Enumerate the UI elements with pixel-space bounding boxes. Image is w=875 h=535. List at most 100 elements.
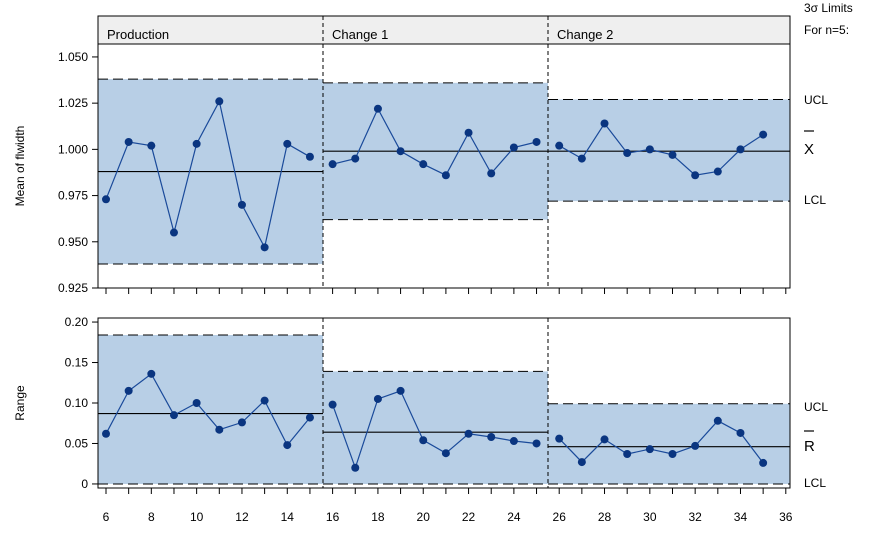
legend-limits-title: 3σ Limits	[804, 1, 853, 15]
data-point	[283, 441, 292, 450]
data-point	[441, 171, 450, 180]
x-tick-label: 14	[281, 510, 295, 524]
y-tick-label: 0.20	[65, 315, 89, 329]
data-point	[147, 369, 156, 378]
data-point	[260, 396, 269, 405]
series-line	[105, 99, 311, 250]
stage-label: Production	[107, 27, 169, 42]
data-point	[373, 394, 382, 403]
x-tick-label: 26	[553, 510, 567, 524]
stage-header-strip	[97, 15, 791, 45]
data-point	[464, 429, 473, 438]
data-point	[623, 450, 632, 458]
y-tick-label: 0.10	[65, 396, 89, 410]
data-series	[102, 97, 768, 472]
data-point	[736, 145, 745, 154]
x-tick-label: 16	[326, 510, 340, 524]
y-axis-label: Mean of flwidth	[13, 126, 27, 207]
x-tick-label: 34	[734, 510, 748, 524]
y-tick-label: 0.15	[65, 356, 89, 370]
data-point	[396, 147, 405, 156]
data-point	[305, 413, 314, 422]
x-tick-label: 24	[507, 510, 521, 524]
x-tick-label: 30	[643, 510, 657, 524]
data-point	[192, 399, 201, 407]
data-point	[124, 137, 133, 146]
x-tick-label: 28	[598, 510, 612, 524]
control-band	[548, 403, 790, 484]
control-band	[548, 99, 790, 202]
x-tick-label: 6	[103, 510, 110, 524]
data-point	[283, 139, 292, 148]
data-point	[555, 434, 564, 443]
data-point	[351, 463, 360, 472]
data-point	[102, 195, 110, 204]
data-point	[509, 437, 518, 446]
data-point	[215, 97, 224, 106]
legend-bottom-rbar: R	[804, 438, 815, 455]
y-tick-label: 0.925	[58, 281, 88, 295]
data-point	[419, 436, 428, 445]
data-point	[691, 171, 700, 180]
control-band	[323, 371, 548, 484]
x-tick-label: 22	[462, 510, 476, 524]
data-point	[736, 428, 745, 437]
panel-border	[97, 15, 791, 289]
data-point	[441, 449, 450, 458]
data-point	[396, 386, 405, 395]
data-point	[464, 128, 473, 137]
data-point	[713, 167, 722, 176]
x-tick-label: 10	[190, 510, 204, 524]
legend-n-label: For n=5:	[804, 23, 849, 37]
legend-bottom-lcl: LCL	[804, 476, 826, 490]
data-point	[192, 139, 201, 148]
data-point	[759, 130, 768, 139]
y-tick-label: 0	[81, 477, 88, 491]
legend-top-lcl: LCL	[804, 193, 826, 207]
control-limit-bands	[98, 79, 790, 484]
series-line	[332, 107, 537, 176]
y-tick-label: 1.025	[58, 96, 88, 110]
data-point	[305, 152, 314, 161]
series-line	[558, 122, 764, 176]
series-line	[558, 420, 764, 464]
stage-label: Change 1	[332, 27, 388, 42]
legend-top-ucl: UCL	[804, 93, 828, 107]
y-tick-label: 0.950	[58, 235, 88, 249]
data-point	[373, 104, 382, 113]
data-point	[124, 386, 133, 395]
data-point	[668, 150, 677, 159]
data-point	[102, 429, 110, 438]
data-point	[532, 137, 541, 146]
data-point	[645, 445, 654, 454]
data-point	[260, 243, 269, 252]
data-point	[487, 433, 496, 441]
data-point	[237, 200, 246, 209]
data-point	[237, 418, 246, 427]
data-point	[713, 416, 722, 425]
data-point	[351, 154, 360, 163]
y-tick-label: 0.05	[65, 436, 89, 450]
x-tick-label: 32	[688, 510, 702, 524]
data-point	[577, 458, 586, 467]
y-axis-label: Range	[13, 385, 27, 421]
data-point	[668, 450, 677, 458]
data-point	[147, 141, 156, 150]
data-point	[215, 425, 224, 434]
x-tick-label: 20	[417, 510, 431, 524]
control-band	[98, 335, 323, 484]
data-point	[555, 141, 564, 150]
data-point	[328, 400, 337, 409]
panel-frames: Production Change 1 Change 2	[97, 15, 791, 489]
data-point	[532, 439, 541, 448]
x-tick-label: 36	[779, 510, 793, 524]
data-point	[623, 149, 632, 158]
stage-label: Change 2	[557, 27, 613, 42]
y-tick-label: 1.000	[58, 142, 88, 156]
series-line	[105, 373, 311, 447]
series-line	[332, 390, 537, 470]
data-point	[577, 154, 586, 163]
axes: 0.925 0.950 0.975 1.000 1.025 1.050 Mean of fl…	[13, 50, 793, 524]
limit-lines	[98, 78, 790, 485]
